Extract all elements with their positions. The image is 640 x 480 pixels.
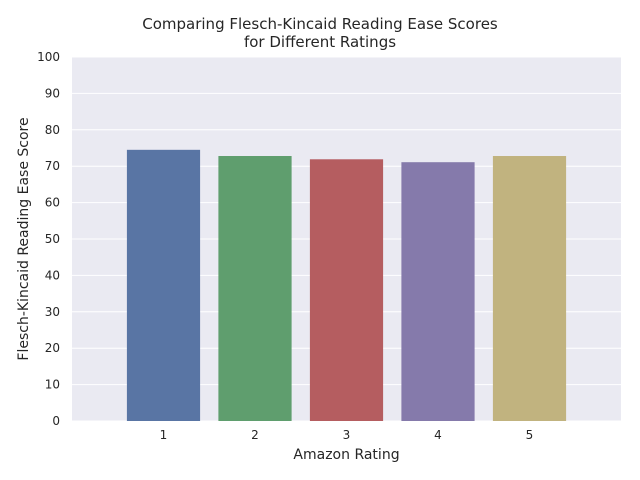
y-tick-label: 0 bbox=[52, 414, 60, 428]
y-tick-label: 10 bbox=[45, 378, 60, 392]
y-tick-label: 40 bbox=[45, 268, 60, 282]
y-tick-label: 100 bbox=[37, 50, 60, 64]
bar-rating-4 bbox=[401, 162, 475, 422]
chart-title-line-1: Comparing Flesch-Kincaid Reading Ease Sc… bbox=[142, 15, 498, 33]
y-tick-label: 90 bbox=[45, 86, 60, 100]
y-axis-label: Flesch-Kincaid Reading Ease Score bbox=[16, 117, 32, 360]
bar-rating-1 bbox=[126, 149, 201, 421]
y-tick-label: 60 bbox=[45, 196, 60, 210]
y-tick-labels: 0 10 20 30 40 50 60 70 80 90 100 bbox=[37, 50, 60, 428]
y-tick-label: 70 bbox=[45, 159, 60, 173]
y-tick-label: 30 bbox=[45, 305, 60, 319]
bars bbox=[126, 149, 567, 422]
y-tick-label: 50 bbox=[45, 232, 60, 246]
x-tick-label: 3 bbox=[343, 428, 351, 442]
chart-title-line-2: for Different Ratings bbox=[243, 33, 397, 51]
bar-rating-3 bbox=[309, 159, 384, 421]
bar-rating-2 bbox=[218, 156, 292, 421]
x-tick-label: 4 bbox=[434, 428, 442, 442]
y-tick-label: 80 bbox=[45, 123, 60, 137]
y-tick-label: 20 bbox=[45, 341, 60, 355]
x-tick-label: 2 bbox=[251, 428, 259, 442]
x-tick-label: 1 bbox=[160, 428, 168, 442]
x-axis-label: Amazon Rating bbox=[293, 447, 399, 463]
bar-rating-5 bbox=[492, 156, 567, 421]
x-tick-label: 5 bbox=[526, 428, 534, 442]
x-tick-labels: 1 2 3 4 5 bbox=[160, 428, 534, 442]
